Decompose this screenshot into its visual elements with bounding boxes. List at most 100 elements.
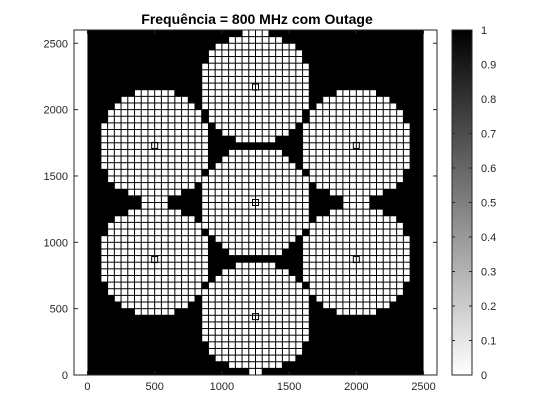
heatmap-cell bbox=[216, 176, 222, 182]
heatmap-cell bbox=[276, 236, 282, 242]
heatmap-cell bbox=[357, 183, 363, 189]
x-tick-label: 1000 bbox=[210, 381, 234, 393]
heatmap-cell bbox=[364, 296, 370, 302]
heatmap-cell bbox=[155, 170, 161, 176]
heatmap-cell bbox=[343, 296, 349, 302]
heatmap-cell bbox=[330, 123, 336, 129]
heatmap-cell bbox=[364, 243, 370, 249]
heatmap-cell bbox=[343, 183, 349, 189]
heatmap-cell bbox=[276, 90, 282, 96]
heatmap-cell bbox=[310, 276, 316, 282]
heatmap-cell bbox=[249, 44, 255, 50]
heatmap-cell bbox=[216, 289, 222, 295]
heatmap-cell bbox=[283, 316, 289, 322]
heatmap-cell bbox=[390, 276, 396, 282]
heatmap-cell bbox=[189, 230, 195, 236]
heatmap-cell bbox=[370, 269, 376, 275]
heatmap-cell bbox=[162, 157, 168, 163]
heatmap-cell bbox=[209, 70, 215, 76]
heatmap-cell bbox=[122, 296, 128, 302]
heatmap-cell bbox=[350, 230, 356, 236]
heatmap-cell bbox=[343, 123, 349, 129]
heatmap-cell bbox=[229, 230, 235, 236]
heatmap-cell bbox=[128, 236, 134, 242]
heatmap-cell bbox=[142, 176, 148, 182]
heatmap-cell bbox=[243, 356, 249, 362]
heatmap-cell bbox=[276, 336, 282, 342]
heatmap-cell bbox=[108, 276, 114, 282]
heatmap-cell bbox=[202, 303, 208, 309]
heatmap-cell bbox=[222, 223, 228, 229]
colorbar-tick-label: 0 bbox=[481, 370, 487, 382]
heatmap-cell bbox=[101, 157, 107, 163]
heatmap-cell bbox=[216, 203, 222, 209]
heatmap-cell bbox=[323, 249, 329, 255]
heatmap-cell bbox=[263, 210, 269, 216]
heatmap-cell bbox=[148, 283, 154, 289]
heatmap-cell bbox=[189, 216, 195, 222]
heatmap-cell bbox=[229, 90, 235, 96]
heatmap-cell bbox=[182, 296, 188, 302]
heatmap-cell bbox=[276, 117, 282, 123]
heatmap-cell bbox=[364, 309, 370, 315]
heatmap-cell bbox=[269, 269, 275, 275]
heatmap-cell bbox=[236, 50, 242, 56]
heatmap-cell bbox=[122, 263, 128, 269]
heatmap-cell bbox=[317, 176, 323, 182]
heatmap-cell bbox=[229, 44, 235, 50]
heatmap-cell bbox=[209, 183, 215, 189]
heatmap-cell bbox=[343, 110, 349, 116]
heatmap-cell bbox=[169, 210, 175, 216]
heatmap-cell bbox=[323, 143, 329, 149]
heatmap-cell bbox=[370, 190, 376, 196]
heatmap-cell bbox=[276, 216, 282, 222]
heatmap-cell bbox=[155, 210, 161, 216]
y-tick-label: 2000 bbox=[44, 105, 68, 117]
heatmap-cell bbox=[189, 176, 195, 182]
heatmap-cell bbox=[135, 137, 141, 143]
heatmap-cell bbox=[330, 230, 336, 236]
heatmap-cell bbox=[236, 289, 242, 295]
heatmap-cell bbox=[202, 130, 208, 136]
heatmap-cell bbox=[310, 263, 316, 269]
heatmap-cell bbox=[397, 123, 403, 129]
heatmap-cell bbox=[175, 163, 181, 169]
heatmap-cell bbox=[222, 130, 228, 136]
heatmap-cell bbox=[182, 276, 188, 282]
heatmap-cell bbox=[290, 103, 296, 109]
heatmap-cell bbox=[377, 150, 383, 156]
heatmap-cell bbox=[296, 97, 302, 103]
heatmap-cell bbox=[229, 289, 235, 295]
heatmap-cell bbox=[256, 183, 262, 189]
heatmap-cell bbox=[290, 236, 296, 242]
heatmap-cell bbox=[357, 137, 363, 143]
heatmap-cell bbox=[276, 57, 282, 63]
heatmap-cell bbox=[229, 50, 235, 56]
heatmap-cell bbox=[135, 110, 141, 116]
heatmap-cell bbox=[276, 362, 282, 368]
heatmap-cell bbox=[249, 283, 255, 289]
heatmap-cell bbox=[222, 57, 228, 63]
heatmap-cell bbox=[256, 70, 262, 76]
heatmap-cell bbox=[249, 97, 255, 103]
heatmap-cell bbox=[128, 190, 134, 196]
heatmap-cell bbox=[222, 356, 228, 362]
heatmap-cell bbox=[310, 117, 316, 123]
heatmap-cell bbox=[155, 110, 161, 116]
heatmap-cell bbox=[162, 296, 168, 302]
heatmap-cell bbox=[216, 303, 222, 309]
heatmap-cell bbox=[390, 123, 396, 129]
heatmap-cell bbox=[122, 123, 128, 129]
heatmap-cell bbox=[350, 216, 356, 222]
heatmap-cell bbox=[142, 249, 148, 255]
heatmap-cell bbox=[196, 117, 202, 123]
heatmap-cell bbox=[229, 322, 235, 328]
heatmap-cell bbox=[256, 216, 262, 222]
heatmap-cell bbox=[243, 362, 249, 368]
heatmap-cell bbox=[169, 283, 175, 289]
heatmap-cell bbox=[229, 362, 235, 368]
heatmap-cell bbox=[350, 110, 356, 116]
heatmap-cell bbox=[337, 303, 343, 309]
heatmap-cell bbox=[249, 243, 255, 249]
heatmap-cell bbox=[364, 210, 370, 216]
